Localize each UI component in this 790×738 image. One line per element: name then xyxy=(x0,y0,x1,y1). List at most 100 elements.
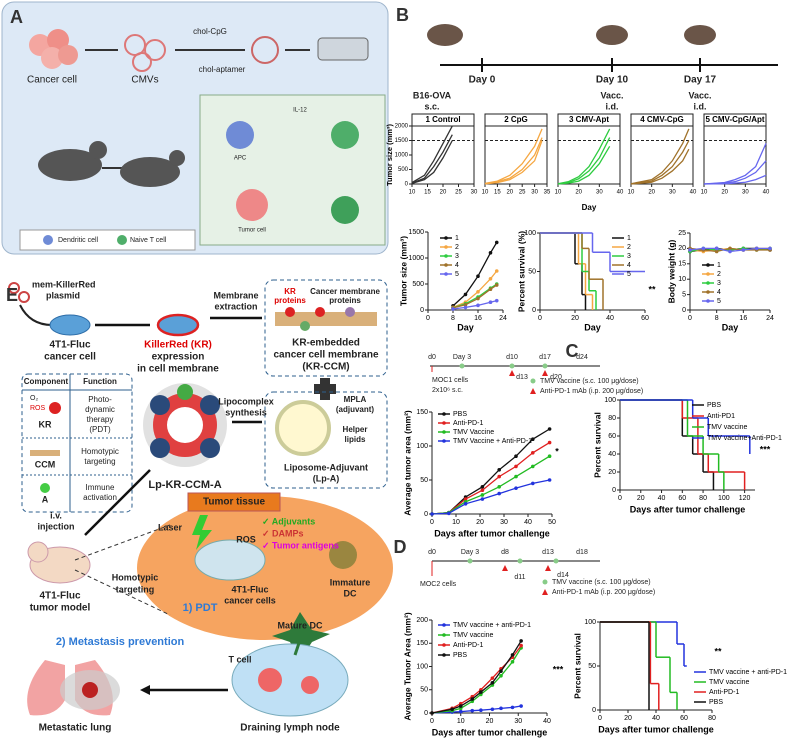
point xyxy=(531,437,535,442)
label: activation xyxy=(83,493,117,502)
panel-e-art-rect xyxy=(30,450,60,456)
panel-b-art xyxy=(427,24,778,72)
panel-e-art-line xyxy=(74,524,171,561)
y-axis-label: Average Tumor Area (mm²) xyxy=(402,612,412,720)
panel-e-art-circle xyxy=(8,282,20,294)
point xyxy=(490,707,495,712)
y-tick-label: 50 xyxy=(528,268,536,275)
x-tick-label: 20 xyxy=(571,315,579,322)
label: APC xyxy=(234,156,247,162)
x-tick-label: 100 xyxy=(718,495,730,502)
point xyxy=(701,246,706,251)
x-tick-label: 20 xyxy=(575,190,582,196)
label: targeting xyxy=(84,457,115,466)
x-axis-label: Day xyxy=(722,322,739,332)
panel-e-art-circle xyxy=(200,395,220,415)
label: d0 xyxy=(428,354,436,361)
panel-e-art-line xyxy=(293,639,302,656)
x-axis-label: Day xyxy=(457,322,474,332)
label: KR xyxy=(39,419,52,429)
label: Day 3 xyxy=(453,354,471,361)
label: CMVs xyxy=(131,75,158,86)
y-axis-label: Body weight (g) xyxy=(666,239,676,303)
x-tick-label: 40 xyxy=(658,495,666,502)
label: C xyxy=(566,341,579,361)
legend-entry: Anti-PD-1 xyxy=(709,689,739,696)
label: d8 xyxy=(501,549,509,556)
x-tick-label: 20 xyxy=(637,495,645,502)
point xyxy=(531,481,535,486)
label: Vacc. xyxy=(688,90,711,100)
label: Immune xyxy=(86,483,115,492)
legend-marker xyxy=(706,263,710,267)
label: s.c. xyxy=(424,101,439,111)
label: Homotypic xyxy=(112,572,159,582)
label: (adjuvant) xyxy=(336,405,375,414)
label: ✓ DAMPs xyxy=(262,528,304,538)
point xyxy=(463,497,468,501)
panel-a-art-rect xyxy=(317,37,369,61)
title-box xyxy=(630,113,694,127)
label: D xyxy=(394,537,407,557)
x-tick-label: 0 xyxy=(430,718,434,725)
label: d11 xyxy=(514,574,525,581)
label: ROS xyxy=(236,534,256,544)
legend-marker xyxy=(442,633,446,637)
x-tick-label: 10 xyxy=(555,190,562,196)
legend-entry: 3 xyxy=(627,253,631,260)
legend-entry: 4 xyxy=(455,262,459,269)
label: Draining lymph node xyxy=(240,723,340,734)
label: Metastatic lung xyxy=(39,723,112,734)
label: ✓ Tumor antigens xyxy=(262,540,339,550)
y-tick-label: 50 xyxy=(588,663,596,670)
label: Cancer membrane xyxy=(310,287,380,296)
x-tick-label: 0 xyxy=(426,315,430,322)
title-box xyxy=(411,113,475,127)
panel-e-art-circle xyxy=(49,402,61,414)
point xyxy=(476,303,480,308)
point xyxy=(510,660,515,664)
y-tick-label: 200 xyxy=(416,617,428,624)
series-line xyxy=(557,145,611,185)
y-tick-label: 25 xyxy=(678,230,686,237)
panel-a-art-circle xyxy=(226,121,254,149)
legend-marker xyxy=(442,430,446,434)
legend-entry: TMV vaccine xyxy=(453,632,494,639)
series-line xyxy=(411,134,453,184)
panel-e-art-rect xyxy=(21,373,133,513)
legend-marker xyxy=(706,299,710,303)
legend-entry: PBS xyxy=(707,402,721,409)
label: B16-OVA xyxy=(413,90,452,100)
panel-e-art-circle xyxy=(82,682,98,698)
plot-frame xyxy=(703,125,767,185)
point xyxy=(430,711,434,715)
legend-entry: TMV Vaccine xyxy=(453,429,494,436)
label: B xyxy=(396,5,409,25)
x-tick-label: 20 xyxy=(486,718,494,725)
x-tick-label: 120 xyxy=(739,495,751,502)
label: Laser xyxy=(158,522,183,532)
significance: ** xyxy=(648,284,656,294)
panel-b-art-ellipse xyxy=(427,24,463,46)
panel-e-art-rect xyxy=(264,391,388,489)
label: O₂ xyxy=(30,395,38,402)
x-tick-label: 16 xyxy=(739,315,747,322)
y-tick-label: 0 xyxy=(532,307,536,314)
x-tick-label: 15 xyxy=(424,190,431,196)
x-tick-label: 24 xyxy=(499,315,507,322)
x-tick-label: 0 xyxy=(618,495,622,502)
significance: ** xyxy=(714,646,722,656)
point xyxy=(728,246,732,251)
label: d13 xyxy=(542,549,554,556)
panel-e-art-circle xyxy=(200,438,220,458)
x-tick-label: 35 xyxy=(544,190,551,196)
label: d18 xyxy=(576,549,588,556)
x-tick-label: 40 xyxy=(617,190,624,196)
y-tick-label: 50 xyxy=(420,477,428,484)
y-tick-label: 0 xyxy=(592,707,596,714)
point xyxy=(741,248,746,252)
legend-entry: TMV vaccine xyxy=(709,679,750,686)
point xyxy=(488,251,493,255)
point xyxy=(476,274,480,279)
label: d0 xyxy=(428,549,436,556)
